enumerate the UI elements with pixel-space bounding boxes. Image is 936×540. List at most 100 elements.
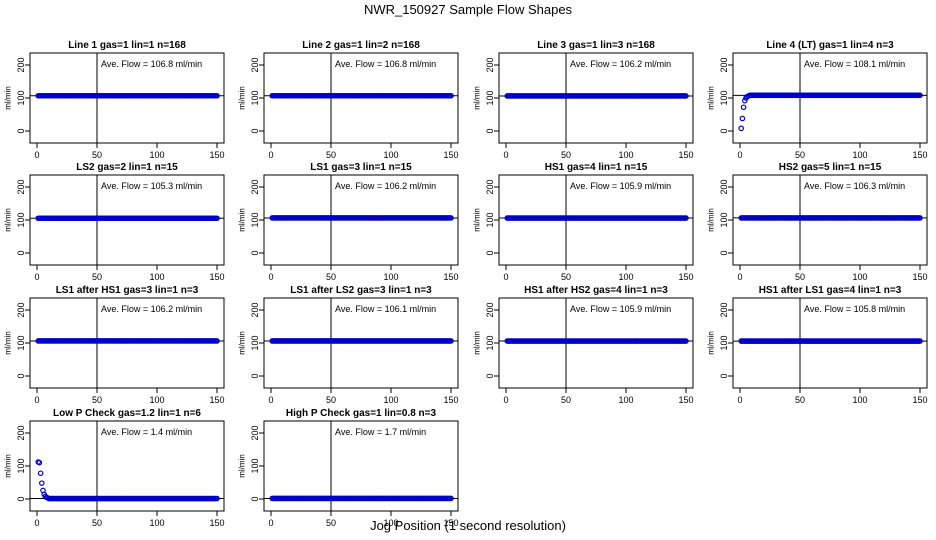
average-flow-label: Ave. Flow = 105.8 ml/min [804, 304, 905, 314]
y-tick-label: 200 [16, 302, 26, 317]
average-flow-label: Ave. Flow = 106.1 ml/min [335, 304, 436, 314]
panel-5: LS2 gas=2 lin=1 n=15 Ave. Flow = 105.3 ml… [4, 162, 225, 282]
y-tick-label: 100 [16, 335, 26, 350]
y-axis-label: ml/min [238, 454, 247, 478]
y-tick-label: 0 [250, 250, 260, 255]
x-tick-label: 150 [443, 150, 458, 160]
x-tick-label: 50 [561, 395, 571, 405]
average-flow-label: Ave. Flow = 106.8 ml/min [101, 59, 202, 69]
x-tick-label: 100 [618, 395, 633, 405]
panel-title: HS1 gas=4 lin=1 n=15 [545, 162, 648, 173]
average-flow-label: Ave. Flow = 1.4 ml/min [101, 427, 192, 437]
x-tick-label: 100 [149, 395, 164, 405]
y-tick-label: 100 [250, 212, 260, 227]
x-tick-label: 0 [503, 150, 508, 160]
y-tick-label: 0 [16, 373, 26, 378]
panel-14: High P Check gas=1 lin=0.8 n=3 Ave. Flow … [238, 408, 459, 528]
panel-title: Line 1 gas=1 lin=1 n=168 [68, 40, 186, 51]
x-tick-label: 100 [149, 150, 164, 160]
x-tick-label: 50 [92, 272, 102, 282]
panel-title: LS1 after HS1 gas=3 lin=1 n=3 [56, 285, 199, 296]
y-tick-label: 0 [16, 250, 26, 255]
data-points [269, 92, 454, 99]
x-tick-label: 100 [383, 518, 398, 528]
x-tick-label: 0 [737, 272, 742, 282]
panel-3: Line 3 gas=1 lin=3 n=168 Ave. Flow = 106.… [473, 40, 694, 160]
main-title: NWR_150927 Sample Flow Shapes [363, 2, 573, 17]
y-tick-label: 0 [485, 250, 495, 255]
y-tick-label: 200 [485, 179, 495, 194]
x-tick-label: 100 [618, 150, 633, 160]
x-tick-label: 50 [795, 150, 805, 160]
y-tick-label: 0 [250, 128, 260, 133]
average-flow-label: Ave. Flow = 108.1 ml/min [804, 59, 905, 69]
data-point [214, 92, 220, 99]
y-tick-label: 200 [16, 57, 26, 72]
y-tick-label: 200 [250, 57, 260, 72]
panel-13: Low P Check gas=1.2 lin=1 n=6 Ave. Flow =… [4, 408, 225, 528]
data-point [37, 470, 44, 477]
panel-title: High P Check gas=1 lin=0.8 n=3 [286, 408, 437, 419]
y-tick-label: 200 [485, 57, 495, 72]
x-tick-label: 50 [795, 272, 805, 282]
x-tick-label: 0 [503, 272, 508, 282]
x-tick-label: 0 [268, 272, 273, 282]
x-tick-label: 150 [209, 395, 224, 405]
x-tick-label: 0 [503, 395, 508, 405]
y-tick-label: 100 [16, 90, 26, 105]
average-flow-label: Ave. Flow = 106.3 ml/min [804, 181, 905, 191]
y-axis-label: ml/min [238, 208, 247, 232]
data-points [738, 338, 923, 344]
y-axis-label: ml/min [238, 86, 247, 110]
panel-title: Low P Check gas=1.2 lin=1 n=6 [53, 408, 201, 419]
data-point [683, 215, 689, 221]
data-point [214, 215, 220, 222]
panel-title: LS1 gas=3 lin=1 n=15 [310, 162, 412, 173]
data-points [35, 215, 220, 222]
x-tick-label: 50 [92, 518, 102, 528]
average-flow-label: Ave. Flow = 105.9 ml/min [570, 181, 671, 191]
panel-title: HS1 after HS2 gas=4 lin=1 n=3 [524, 285, 668, 296]
y-tick-label: 200 [485, 302, 495, 317]
x-tick-label: 100 [618, 272, 633, 282]
panel-2: Line 2 gas=1 lin=2 n=168 Ave. Flow = 106.… [238, 40, 459, 160]
x-tick-label: 50 [326, 150, 336, 160]
y-tick-label: 0 [16, 128, 26, 133]
data-point [740, 104, 747, 111]
panel-title: Line 3 gas=1 lin=3 n=168 [537, 40, 655, 51]
average-flow-label: Ave. Flow = 105.3 ml/min [101, 181, 202, 191]
x-tick-label: 50 [795, 395, 805, 405]
y-tick-label: 100 [485, 335, 495, 350]
average-flow-label: Ave. Flow = 105.9 ml/min [570, 304, 671, 314]
y-tick-label: 0 [719, 128, 729, 133]
y-tick-label: 100 [719, 212, 729, 227]
x-tick-label: 100 [383, 272, 398, 282]
y-axis-label: ml/min [4, 454, 13, 478]
y-tick-label: 200 [16, 425, 26, 440]
data-points [269, 495, 454, 502]
data-points [738, 215, 923, 221]
average-flow-label: Ave. Flow = 106.8 ml/min [335, 59, 436, 69]
data-point [448, 92, 454, 99]
x-tick-label: 50 [92, 150, 102, 160]
y-axis-label: ml/min [238, 331, 247, 355]
average-flow-label: Ave. Flow = 106.2 ml/min [335, 181, 436, 191]
y-axis-label: ml/min [4, 86, 13, 110]
panel-title: HS2 gas=5 lin=1 n=15 [779, 162, 882, 173]
y-tick-label: 0 [485, 373, 495, 378]
y-axis-label: ml/min [707, 331, 716, 355]
x-tick-label: 0 [737, 150, 742, 160]
y-tick-label: 200 [719, 179, 729, 194]
data-point [36, 459, 43, 466]
x-tick-label: 150 [209, 272, 224, 282]
data-points [269, 338, 454, 344]
y-tick-label: 100 [16, 212, 26, 227]
x-axis-title: Jog Position (1 second resolution) [370, 518, 566, 533]
panel-9: LS1 after HS1 gas=3 lin=1 n=3 Ave. Flow =… [4, 285, 225, 405]
data-points [35, 92, 220, 99]
y-axis-label: ml/min [707, 208, 716, 232]
x-tick-label: 150 [209, 518, 224, 528]
x-tick-label: 0 [34, 272, 39, 282]
data-points [738, 92, 923, 132]
